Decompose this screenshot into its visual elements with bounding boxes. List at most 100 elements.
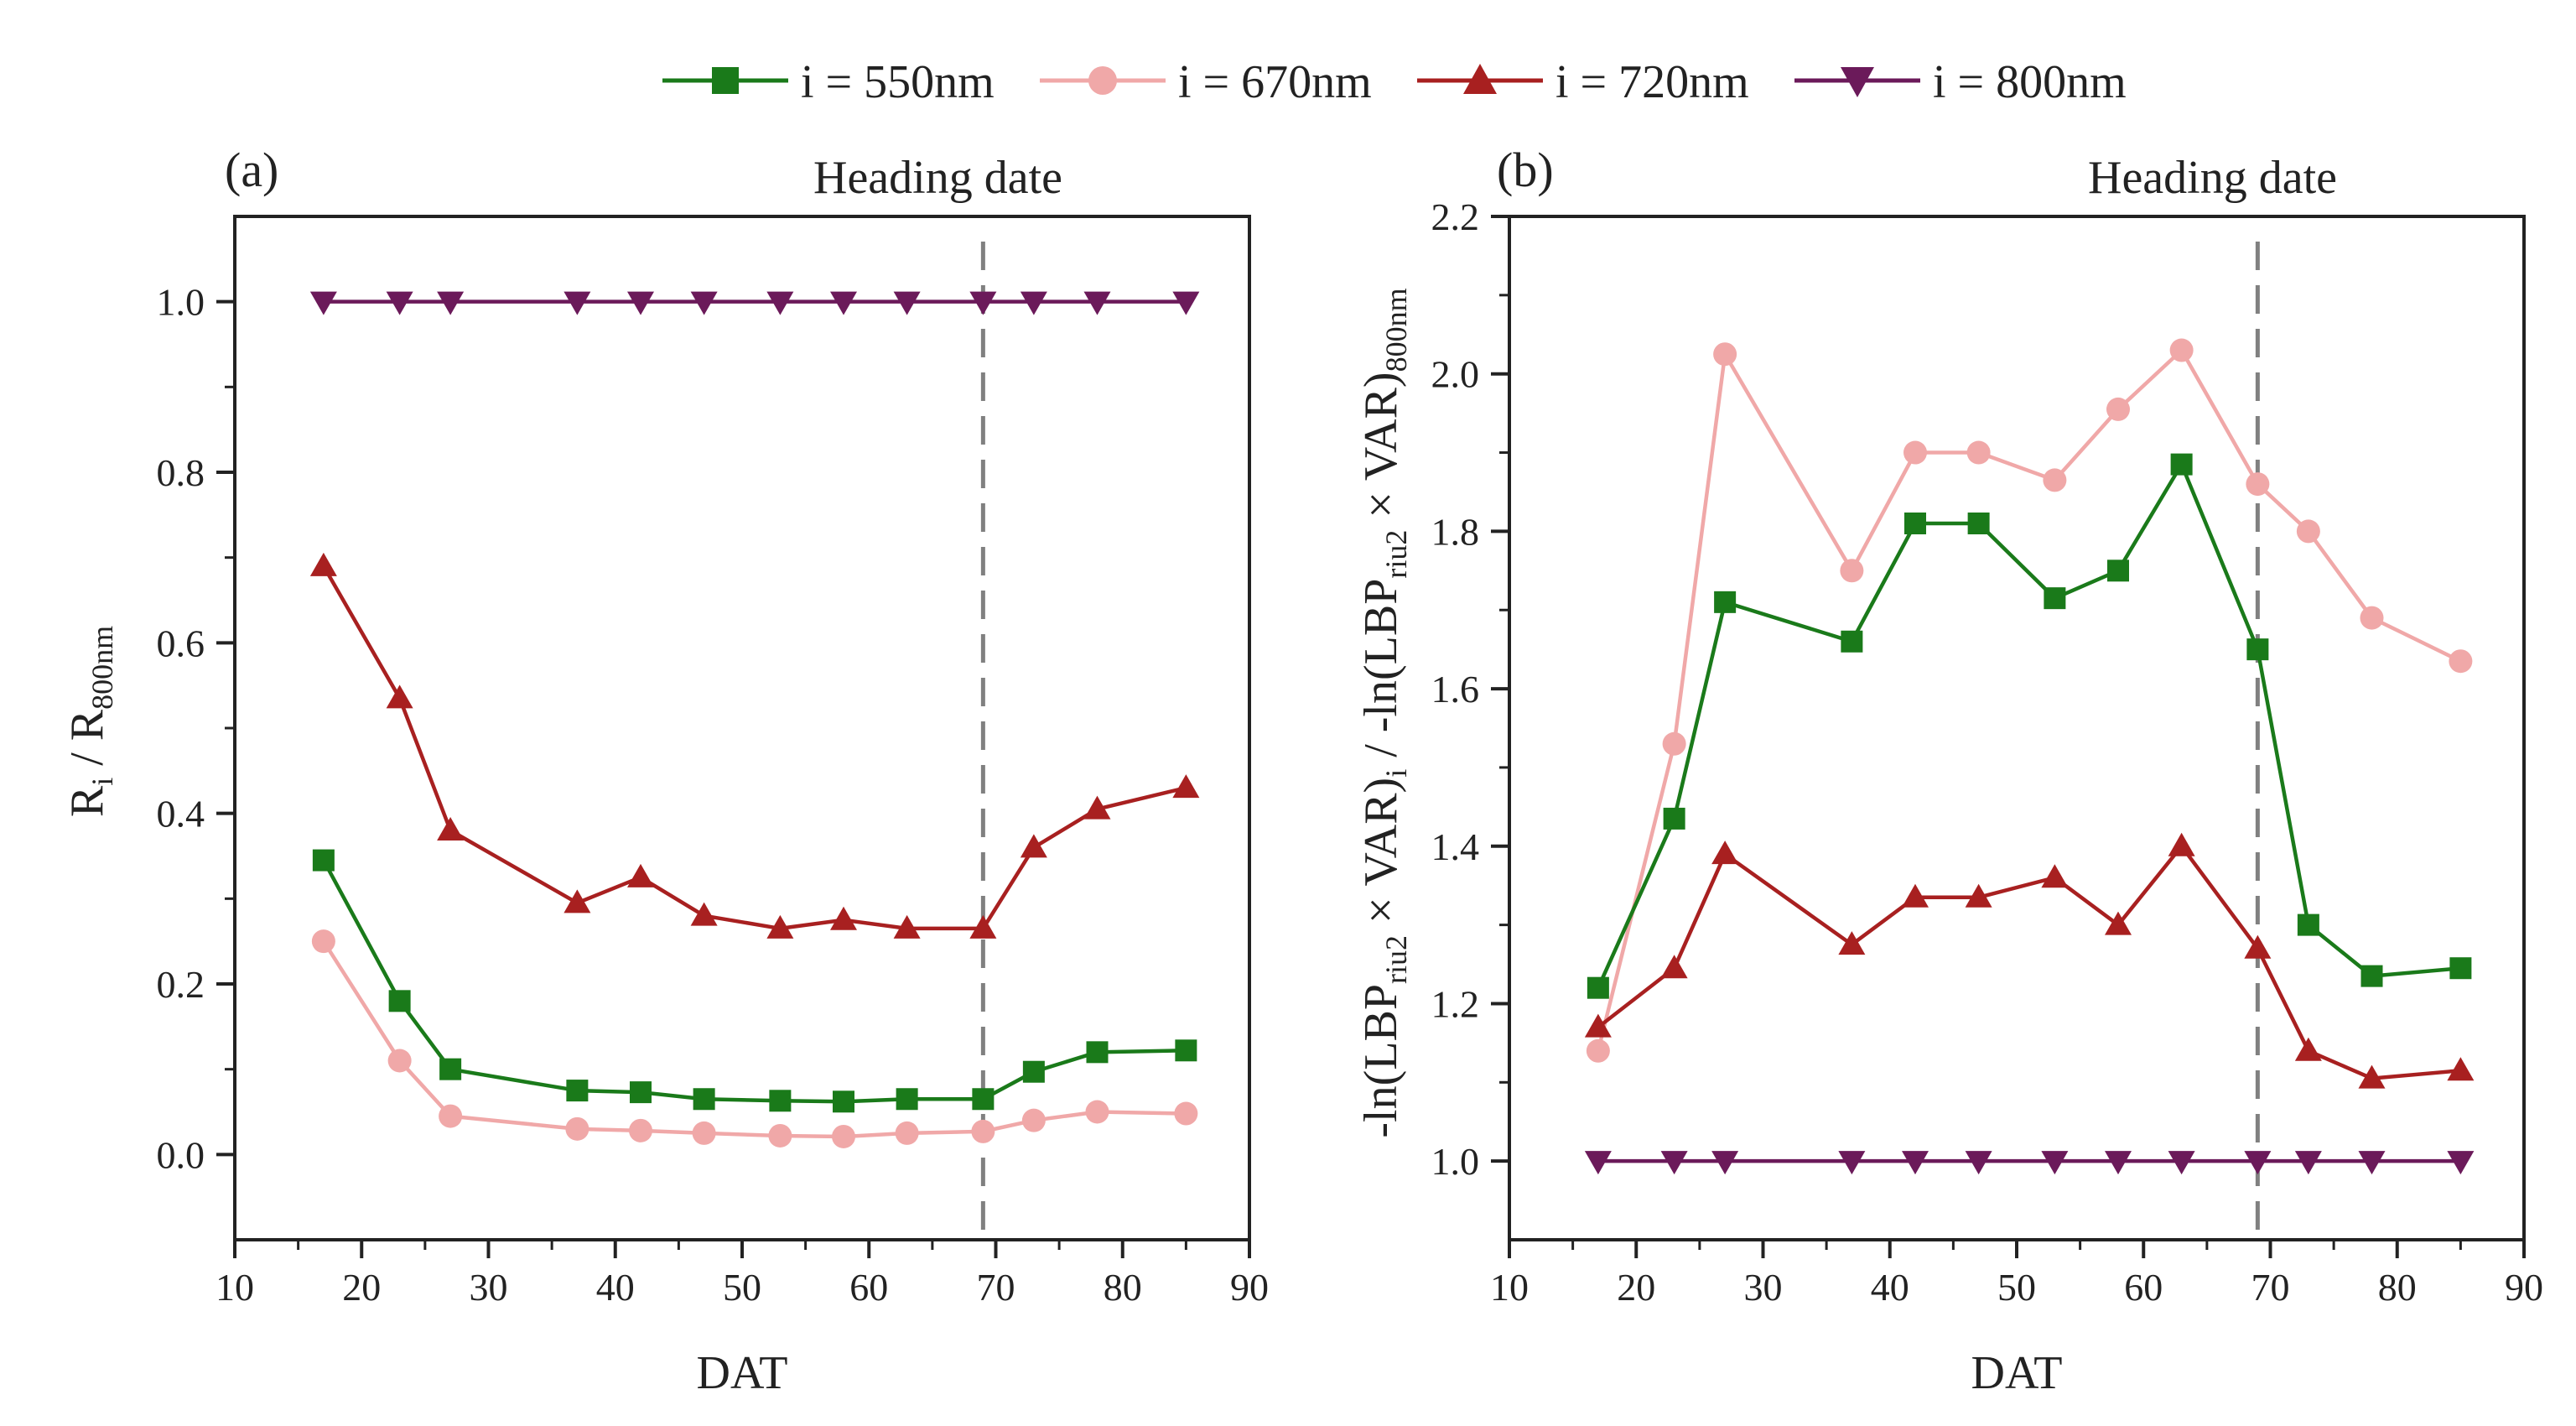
panel-b-point-720 [1584, 1013, 1612, 1038]
panel-a-x-tick-label: 90 [1230, 1266, 1269, 1309]
panel-a-point-550 [630, 1081, 652, 1104]
panel-a-point-800 [690, 291, 718, 315]
panel-b-point-800 [2447, 1151, 2475, 1175]
panel-b-point-800 [2294, 1151, 2322, 1175]
panel-b-point-800 [1965, 1151, 1992, 1175]
panel-b-point-550 [2360, 965, 2383, 987]
panel-a-point-800 [627, 291, 654, 315]
panel-b-point-800 [1838, 1151, 1866, 1175]
panel-b-x-tick-label: 80 [2378, 1266, 2417, 1309]
panel-a-point-800 [1172, 291, 1200, 315]
panel-b-point-720 [1838, 931, 1866, 955]
panel-b-point-800 [2358, 1151, 2386, 1175]
panel-a-heading-annotation: Heading date [813, 152, 1062, 204]
panel-b-point-550 [2044, 587, 2066, 610]
panel-b-point-670 [1662, 731, 1686, 756]
panel-a-point-720 [627, 863, 654, 887]
panel-b-point-720 [2041, 864, 2069, 888]
legend-marker-670 [1088, 66, 1117, 95]
panel-a-y-tick-label: 0.2 [157, 963, 205, 1006]
panel-a-point-720 [437, 817, 465, 841]
panel-a-point-670 [1085, 1100, 1109, 1124]
chart-panel-a: (a) Heading date DAT Ri / R800nm 10 20 30 4… [61, 143, 1269, 1399]
panel-b-x-tick-label: 30 [1744, 1266, 1783, 1309]
panel-a-point-800 [766, 291, 794, 315]
panel-b-point-550 [1587, 976, 1609, 999]
panel-b-point-800 [2244, 1151, 2272, 1175]
panel-b-point-670 [2449, 649, 2473, 674]
legend-marker-550 [712, 67, 739, 94]
panel-a-point-550 [1086, 1041, 1109, 1064]
panel-b-point-550 [2170, 453, 2193, 476]
panel-a-point-720 [386, 684, 413, 709]
panel-b-point-550 [2246, 638, 2269, 661]
panel-a-point-550 [693, 1088, 715, 1111]
panel-a-point-670 [629, 1118, 652, 1142]
legend-entry-670: i = 670nm [1040, 56, 1372, 108]
panel-a-point-550 [833, 1090, 854, 1113]
panel-a-point-720 [690, 902, 718, 926]
panel-a-y-tick-label: 0.4 [157, 793, 205, 835]
panel-a-x-tick-label: 30 [470, 1266, 508, 1309]
panel-a-y-tick-label: 0.8 [157, 451, 205, 494]
legend-entry-800: i = 800nm [1794, 56, 2127, 108]
panel-a-point-550 [439, 1058, 462, 1080]
panel-a-x-tick-label: 60 [849, 1266, 888, 1309]
panel-b-point-670 [1713, 342, 1737, 367]
panel-b-point-550 [1841, 630, 1863, 653]
panel-b-x-axis-title: DAT [1971, 1347, 2063, 1399]
panel-b-point-720 [2168, 832, 2195, 856]
chart-panel-b: (b) Heading date DAT -ln(LBPriu2 × VAR)i… [1355, 143, 2543, 1399]
panel-b-y-tick-label: 2.0 [1431, 353, 1480, 396]
panel-b-x-tick-label: 10 [1490, 1266, 1529, 1309]
panel-a-point-720 [1083, 795, 1111, 820]
panel-b-y-tick-label: 1.8 [1431, 510, 1480, 553]
panel-b-y-tick-label: 1.4 [1431, 825, 1480, 868]
legend-label-800: i = 800nm [1933, 56, 2127, 108]
panel-a-point-550 [1175, 1039, 1197, 1062]
panel-a-series-line-720 [321, 565, 1187, 931]
panel-a-point-670 [768, 1123, 792, 1148]
panel-a-x-tick-label: 40 [596, 1266, 635, 1309]
panel-b-point-720 [2105, 911, 2132, 935]
panel-a-point-670 [895, 1121, 919, 1145]
panel-b-point-720 [1902, 883, 1929, 908]
panel-b-point-720 [1660, 955, 1688, 979]
panel-b-x-tick-label: 20 [1617, 1266, 1655, 1309]
panel-b-x-tick-label: 70 [2251, 1266, 2290, 1309]
panel-b-point-720 [1711, 841, 1739, 865]
panel-b-point-720 [2244, 934, 2272, 959]
panel-b-point-550 [2107, 559, 2129, 582]
panel-b-x-tick-label: 50 [1997, 1266, 2036, 1309]
panel-a-point-670 [387, 1049, 412, 1073]
legend-label-720: i = 720nm [1555, 56, 1749, 108]
panel-b-label: (b) [1497, 143, 1554, 197]
panel-b-y-tick-label: 1.6 [1431, 668, 1480, 710]
panel-a-point-550 [1022, 1060, 1045, 1083]
panel-b-heading-annotation: Heading date [2088, 152, 2337, 204]
panel-a-label: (a) [225, 143, 278, 197]
panel-a-point-720 [969, 914, 997, 939]
panel-a-y-tick-label: 1.0 [157, 281, 205, 324]
panel-b-x-tick-label: 90 [2505, 1266, 2543, 1309]
panel-b-y-tick-label: 1.2 [1431, 982, 1480, 1025]
panel-a-axes-frame [233, 215, 1251, 1241]
panel-b-x-tick-label: 60 [2124, 1266, 2163, 1309]
panel-a-y-tick-label: 0.0 [157, 1133, 205, 1176]
panel-a-point-550 [769, 1090, 792, 1112]
panel-b-point-670 [1586, 1038, 1610, 1063]
panel-b-point-800 [1584, 1151, 1612, 1175]
panel-b-point-670 [2246, 472, 2270, 497]
panel-b-point-670 [2043, 468, 2067, 492]
panel-b-series-line-550 [1596, 462, 2461, 989]
panel-a-point-720 [1172, 774, 1200, 799]
panel-b-y-axis-title: -ln(LBPriu2 × VAR)i / -ln(LBPriu2 × VAR)… [1355, 288, 1413, 1137]
panel-b-point-720 [1965, 883, 1992, 908]
panel-b-point-670 [1840, 559, 1864, 583]
panel-a-point-670 [692, 1121, 716, 1145]
panel-a-y-axis-title: Ri / R800nm [61, 626, 119, 817]
panel-b-point-670 [2360, 606, 2384, 630]
panel-a-point-670 [832, 1124, 855, 1148]
panel-a-point-800 [564, 291, 591, 315]
panel-b-y-tick-label: 2.2 [1431, 195, 1480, 238]
